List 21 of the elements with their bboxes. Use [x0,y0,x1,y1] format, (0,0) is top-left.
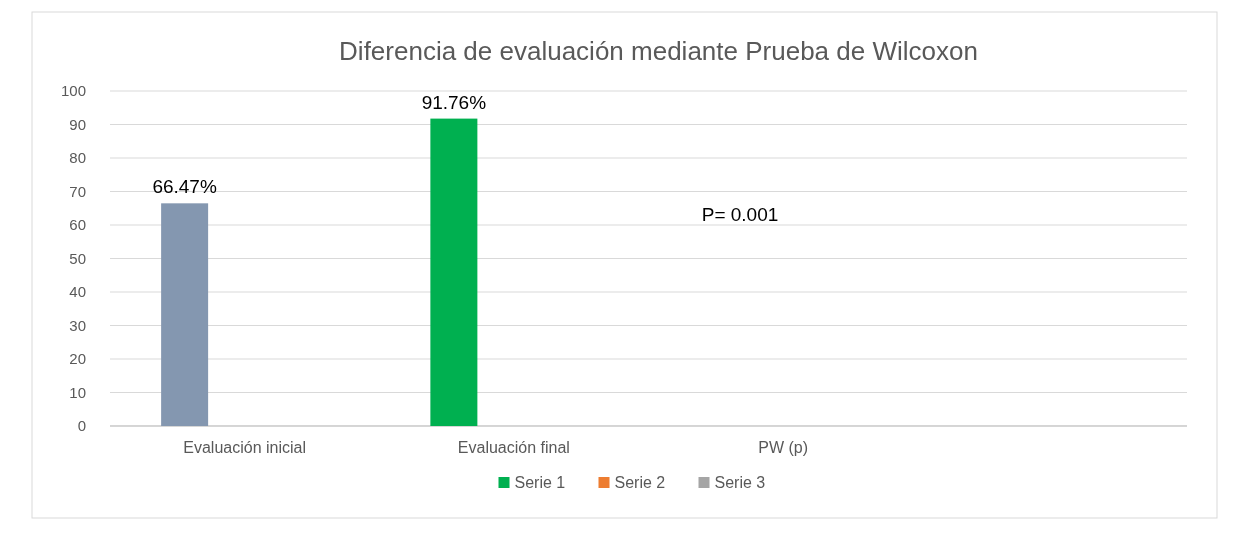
y-tick-label: 0 [77,417,86,435]
legend-label: Serie 2 [614,474,666,491]
y-tick-label: 10 [69,383,86,401]
data-label: 66.47% [152,176,217,198]
x-tick-label: PW (p) [758,439,809,456]
y-tick-label: 60 [69,216,86,234]
y-tick-label: 50 [69,249,86,267]
chart-title: Diferencia de evaluación mediante Prueba de Wilcoxon [339,36,978,66]
y-tick-label: 30 [69,316,86,334]
annotation: P= 0.001 [701,204,779,225]
data-label: 91.76% [421,91,487,113]
legend-label: Serie 3 [714,474,766,491]
y-tick-label: 80 [69,149,86,167]
legend-label: Serie 1 [514,474,566,491]
x-tick-label: Evaluación inicial [183,439,306,456]
x-tick-label: Evaluación final [457,439,570,456]
y-tick-label: 20 [69,350,86,368]
y-tick-label: 70 [69,182,86,200]
y-tick-label: 40 [69,283,86,301]
y-tick-label: 90 [69,115,86,133]
y-tick-label: 100 [60,82,86,100]
